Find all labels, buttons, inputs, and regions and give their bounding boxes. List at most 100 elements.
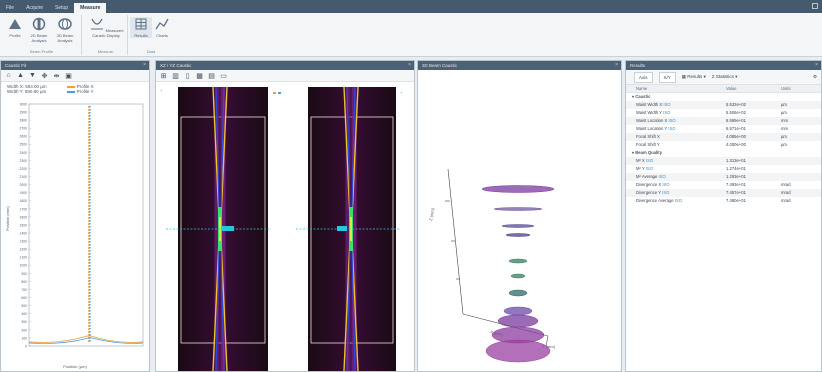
split-icon[interactable]: ▥ (172, 72, 179, 80)
beam-cross-section (510, 273, 526, 279)
measured-caustic-display-button[interactable]: Measured Caustic Display (88, 17, 124, 38)
iso-tag: ISO (668, 118, 676, 123)
3d-beam-analysis-label: 3D Beam Analysis (56, 33, 74, 43)
beam-cross-section (501, 224, 535, 228)
results-panel: Results × Axis X/Y ▦ Results ▾ Σ Statisti… (625, 60, 822, 372)
window-restore-icon[interactable] (812, 3, 818, 9)
row-name: Focal Shift X (636, 134, 660, 139)
row-unit: µm (781, 110, 787, 115)
iso-tag: ISO (646, 158, 654, 163)
3d-beam-analysis-button[interactable]: 3D Beam Analysis (54, 17, 76, 43)
profile-x-label: Profile X (76, 84, 94, 89)
results-button[interactable]: Results (130, 17, 152, 38)
profile-icon (9, 19, 21, 29)
caustic-image-view[interactable]: + + (156, 82, 414, 372)
table-row[interactable]: Focal Shift X 4.085e+00 µm (626, 133, 821, 141)
table-row[interactable]: Waist Location X ISO 6.599e+01 mm (626, 117, 821, 125)
tab-acquire[interactable]: Acquire (26, 5, 44, 11)
row-value: 1.274e+01 (726, 166, 746, 171)
2d-beam-analysis-button[interactable]: 2D Beam Analysis (28, 17, 50, 43)
tab-xy[interactable]: X/Y (658, 71, 676, 83)
row-unit (781, 157, 821, 165)
y-tick-label: 300 (21, 320, 27, 324)
screen-icon[interactable]: ▭ (220, 72, 227, 80)
beam-cross-section (481, 185, 555, 193)
row-unit (781, 173, 821, 181)
zoom-in-icon[interactable]: ▲ (17, 72, 24, 79)
charts-button[interactable]: Charts (151, 17, 173, 38)
y-tick-label: 2400 (19, 151, 27, 155)
table-row[interactable]: M² Average ISO 1.293e+01 (626, 173, 821, 181)
y-tick-label: 0 (25, 344, 27, 348)
caustic-panel: XZ / YZ Caustic × ⊞ ▥ ▯ ▦ ▤ ▭ (155, 60, 415, 372)
profile-toolbar: ⌂ ▲ ▼ ✥ ⇹ ▣ (1, 70, 149, 82)
ribbon: Profile 2D Beam Analysis 3D Beam Analysi… (0, 13, 822, 57)
table-row[interactable]: Divergence Average ISO 7.480e+01 mrad (626, 197, 821, 205)
column-icon[interactable]: ▯ (185, 72, 190, 80)
save-icon[interactable]: ▣ (65, 72, 72, 80)
caustic-toolbar: ⊞ ▥ ▯ ▦ ▤ ▭ (156, 70, 414, 82)
y-tick-label: 2200 (19, 167, 27, 171)
chart-legend: Width X: 593.00 µm Width Y: 590.80 µm Pr… (1, 82, 149, 96)
table-row[interactable]: Divergence X ISO 7.493e+01 mrad (626, 181, 821, 189)
y-tick-label: 600 (21, 296, 27, 300)
row-value: 5.506e+02 (726, 110, 746, 115)
table-row[interactable]: M² Y ISO 1.274e+01 (626, 165, 821, 173)
chart-icon (155, 18, 169, 30)
legend-width-y: Width Y: 590.80 µm (7, 89, 47, 94)
panel-title: Results × (626, 61, 821, 70)
row-name: Waist Location X ISO (636, 118, 676, 123)
section-caustic[interactable]: ▾ Caustic (632, 94, 651, 99)
iso-tag: ISO (658, 174, 666, 179)
profile-button[interactable]: Profile (4, 17, 26, 38)
ribbon-group-label: Data (146, 49, 156, 54)
measured-caustic-display-label: Measured Caustic Display (92, 28, 124, 38)
results-dropdown[interactable]: ▦ Results ▾ (681, 74, 706, 79)
layout-icon[interactable]: ▤ (208, 72, 215, 80)
y-tick-label: 1500 (19, 223, 27, 227)
section-beam-quality[interactable]: ▾ Beam Quality (632, 150, 663, 155)
close-icon[interactable]: × (815, 62, 818, 68)
beam-cross-section (508, 258, 528, 264)
tab-file[interactable]: File (6, 5, 15, 11)
table-row[interactable]: Focal Shift Y 4.000e+00 µm (626, 141, 821, 149)
beam-cross-section (505, 233, 531, 237)
tab-setup[interactable]: Setup (55, 5, 69, 11)
pan-icon[interactable]: ✥ (41, 72, 48, 80)
table-row[interactable]: Waist Width X ISO 5.532e+02 µm (626, 101, 821, 109)
settings-gear-icon[interactable]: ⚙ (812, 74, 817, 79)
svg-text:+: + (160, 88, 163, 93)
close-icon[interactable]: × (615, 62, 618, 68)
close-icon[interactable]: × (408, 62, 411, 68)
home-icon[interactable]: ⌂ (6, 72, 11, 79)
statistics-dropdown[interactable]: Σ Statistics ▾ (711, 74, 738, 79)
zoom-out-icon[interactable]: ▼ (29, 72, 36, 79)
legend-profile-y: Profile Y (66, 89, 94, 94)
grid-icon[interactable]: ▦ (196, 72, 203, 80)
y-axis-label: Y (mm) (542, 344, 556, 349)
xz-caustic-image: + (160, 86, 281, 371)
y-tick-label: 1200 (19, 248, 27, 252)
profile-x-swatch (66, 85, 75, 88)
row-value: 6.571e+01 (726, 126, 746, 131)
y-tick-label: 2900 (19, 110, 27, 114)
y-tick-label: 200 (21, 328, 27, 332)
tab-measure[interactable]: Measure (74, 3, 107, 13)
row-unit: mm (781, 118, 788, 123)
fit-icon[interactable]: ⇹ (53, 72, 60, 80)
table-row[interactable]: Waist Width Y ISO 5.506e+02 µm (626, 109, 821, 117)
beam3d-view[interactable]: Z (mm) X (mm) Y (mm) (418, 71, 621, 371)
close-icon[interactable]: × (143, 62, 146, 68)
table-row[interactable]: Divergence Y ISO 7.457e+01 mrad (626, 189, 821, 197)
row-unit: mrad (781, 198, 791, 203)
row-value: 7.493e+01 (726, 182, 746, 187)
table-row[interactable]: M² X ISO 1.313e+01 (626, 157, 821, 165)
profile-chart[interactable]: 3000290028002700260025002400230022002100… (1, 96, 149, 364)
table-row[interactable]: Waist Location Y ISO 6.571e+01 mm (626, 125, 821, 133)
iso-tag: ISO (662, 182, 670, 187)
ribbon-group-label: Measure (97, 49, 114, 54)
header-value: Value (726, 86, 737, 91)
tab-axis[interactable]: Axis (634, 71, 653, 83)
crosshair-icon[interactable]: ⊞ (160, 72, 167, 80)
iso-tag: ISO (645, 166, 654, 171)
